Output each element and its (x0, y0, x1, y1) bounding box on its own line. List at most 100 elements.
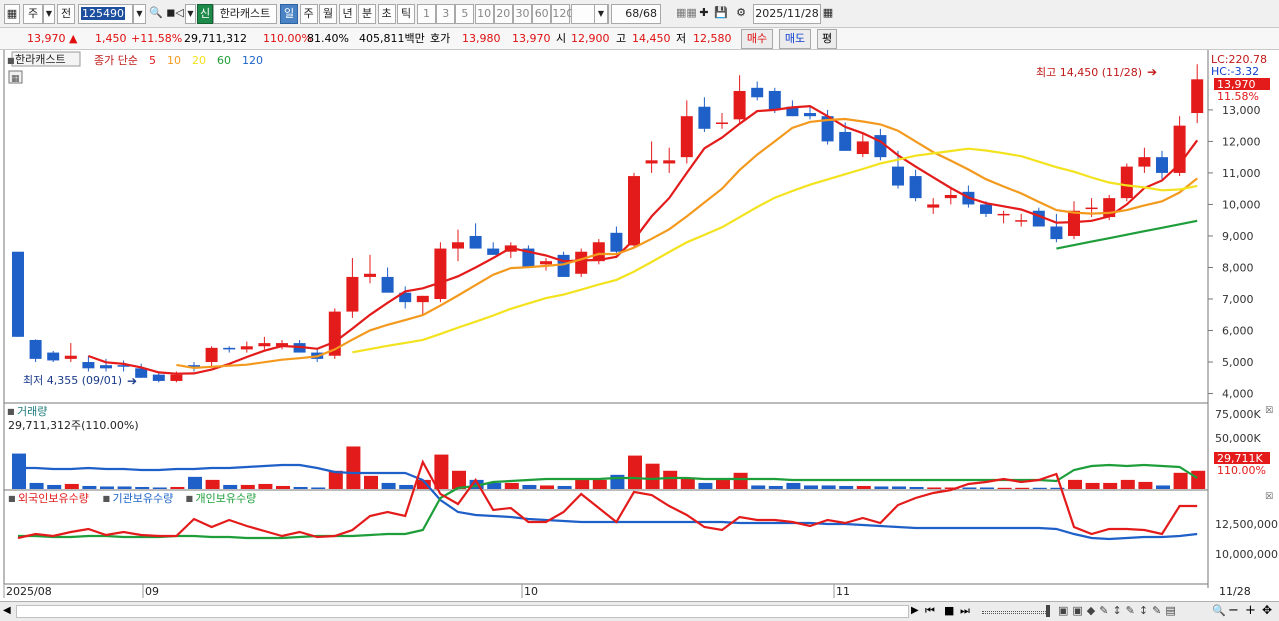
interval-dropdown-arrow[interactable]: ▼ (594, 4, 608, 24)
volume-value-label: 29,711,312주(110.00%) (8, 419, 139, 432)
volume-bar (909, 486, 924, 489)
chart-area[interactable]: 13,000 12,000 11,000 10,000 9,000 8,000 7,000 6… (0, 50, 1279, 601)
zoom-slider-handle[interactable] (1046, 605, 1050, 617)
count-value: 68/68 (625, 7, 657, 20)
chart-svg[interactable]: 13,000 12,000 11,000 10,000 9,000 8,000 7,000 6… (0, 50, 1279, 601)
scroll-left-icon[interactable]: ◀ (3, 605, 11, 616)
volume-bar (698, 482, 713, 489)
period-button-3[interactable]: 년 (338, 4, 357, 24)
zoom-slider[interactable] (982, 611, 1048, 614)
holdings-panel-close-icon[interactable]: ☒ (1265, 492, 1273, 502)
interval-button-30[interactable]: 30 (513, 4, 532, 24)
candle-body (698, 106, 711, 129)
first-page-icon[interactable]: ⏮ (925, 604, 935, 617)
candle-body (786, 106, 799, 117)
search-icon[interactable]: 🔍 (149, 6, 163, 19)
price-change: 1,450 (95, 32, 127, 45)
volume-bar (258, 483, 273, 489)
evaluate-button[interactable]: 평 (817, 29, 837, 49)
interval-button-3[interactable]: 3 (436, 4, 456, 24)
volume-bar (821, 485, 836, 489)
date-value: 2025/11/28 (755, 7, 819, 20)
period-button-2[interactable]: 월 (319, 4, 337, 24)
grid-icon[interactable]: ▦▦ (676, 6, 697, 19)
candle-body (240, 346, 253, 350)
prev-button[interactable]: 전 (57, 4, 75, 24)
mode-dropdown-arrow[interactable]: ▼ (43, 4, 55, 24)
candle-body (258, 343, 271, 347)
period-button-5[interactable]: 초 (377, 4, 396, 24)
volume-bar (1138, 481, 1153, 489)
candle-body (1050, 226, 1063, 240)
candle-body (1191, 79, 1204, 114)
save-icon[interactable]: 💾 (714, 6, 728, 19)
magnifier-icon[interactable]: 🔍 (1212, 604, 1226, 617)
volume-bar (487, 482, 502, 489)
volume-bar (751, 485, 766, 489)
calendar-icon[interactable]: ▦ (822, 6, 834, 19)
high-annotation: 최고 14,450 (11/28) (1036, 66, 1142, 79)
last-page-icon[interactable]: ⏭ (960, 604, 970, 617)
stock-name: 한라캐스트 (219, 7, 271, 20)
candle-body (416, 295, 429, 303)
interval-button-60[interactable]: 60 (532, 4, 552, 24)
interval-button-20[interactable]: 20 (493, 4, 513, 24)
indicator-toggle-icon[interactable] (8, 70, 23, 84)
stock-name-field[interactable]: 한라캐스트 (213, 4, 277, 24)
volume-title: 거래량 (17, 405, 47, 418)
holdings-legend-0: 외국인보유수량 (18, 492, 89, 505)
scroll-right-icon[interactable]: ▶ (911, 605, 919, 616)
volume-panel-close-icon[interactable]: ☒ (1265, 406, 1273, 416)
x-axis-right-label: 11/28 (1219, 585, 1251, 598)
volume-bar (452, 470, 466, 489)
drawing-tools-icons[interactable]: ▣▣◆✎↕✎↕✎▤ (1058, 604, 1180, 617)
interval-button-1[interactable]: 1 (417, 4, 436, 24)
price-candles (12, 64, 1204, 383)
volume-bar (980, 487, 994, 489)
count-input[interactable]: 68/68 (611, 4, 661, 24)
volume-legend-bullet-icon: ■ (7, 407, 15, 416)
period-button-4[interactable]: 분 (358, 4, 376, 24)
volume-bar (293, 486, 308, 489)
candle-body (997, 213, 1010, 216)
open-value: 12,900 (571, 32, 610, 45)
horizontal-scrollbar[interactable] (16, 605, 909, 618)
price-y-tick: 11,000 (1222, 167, 1261, 180)
mode-selector[interactable]: 주 (23, 4, 43, 24)
sell-button[interactable]: 매도 (779, 29, 811, 49)
zoom-out-icon[interactable]: − (1228, 603, 1239, 618)
price-y-tick: 13,000 (1222, 104, 1261, 117)
low-label: 저 (676, 32, 687, 45)
buy-button[interactable]: 매수 (741, 29, 773, 49)
period-button-6[interactable]: 틱 (397, 4, 415, 24)
volume-bar (12, 453, 26, 489)
stop-icon[interactable]: ■ (944, 604, 955, 617)
period-button-0[interactable]: 일 (280, 4, 298, 24)
volume-bar (47, 484, 62, 489)
candle-body (557, 254, 570, 277)
speaker-dropdown-arrow[interactable]: ▼ (185, 4, 196, 24)
period-button-1[interactable]: 주 (299, 4, 318, 24)
window-menu-icon[interactable]: ▦ (4, 4, 20, 24)
volume-bar (135, 486, 150, 489)
candle-body (1120, 166, 1133, 199)
volume-bar (1032, 487, 1047, 489)
volume-bar (663, 470, 678, 489)
interval-button-120[interactable]: 120 (551, 4, 573, 24)
volume-bar (557, 485, 572, 489)
speaker-icon[interactable]: ◼◁ (166, 6, 184, 19)
code-input[interactable]: 125490 (78, 4, 133, 24)
code-value: 125490 (81, 7, 125, 20)
fit-icon[interactable]: ✥ (1262, 603, 1273, 617)
settings-gear-icon[interactable]: ⚙ (736, 6, 746, 19)
candle-body (276, 343, 288, 347)
interval-button-5[interactable]: 5 (455, 4, 475, 24)
zoom-in-icon[interactable]: + (1245, 603, 1256, 618)
interval-button-10[interactable]: 10 (474, 4, 494, 24)
code-dropdown-arrow[interactable]: ▼ (133, 4, 146, 24)
holdings-line-0 (18, 463, 1198, 541)
date-input[interactable]: 2025/11/28 (753, 4, 821, 24)
candle-body (12, 251, 24, 337)
crosshair-icon[interactable]: ✚ (699, 6, 709, 19)
volume-bar (645, 463, 660, 489)
